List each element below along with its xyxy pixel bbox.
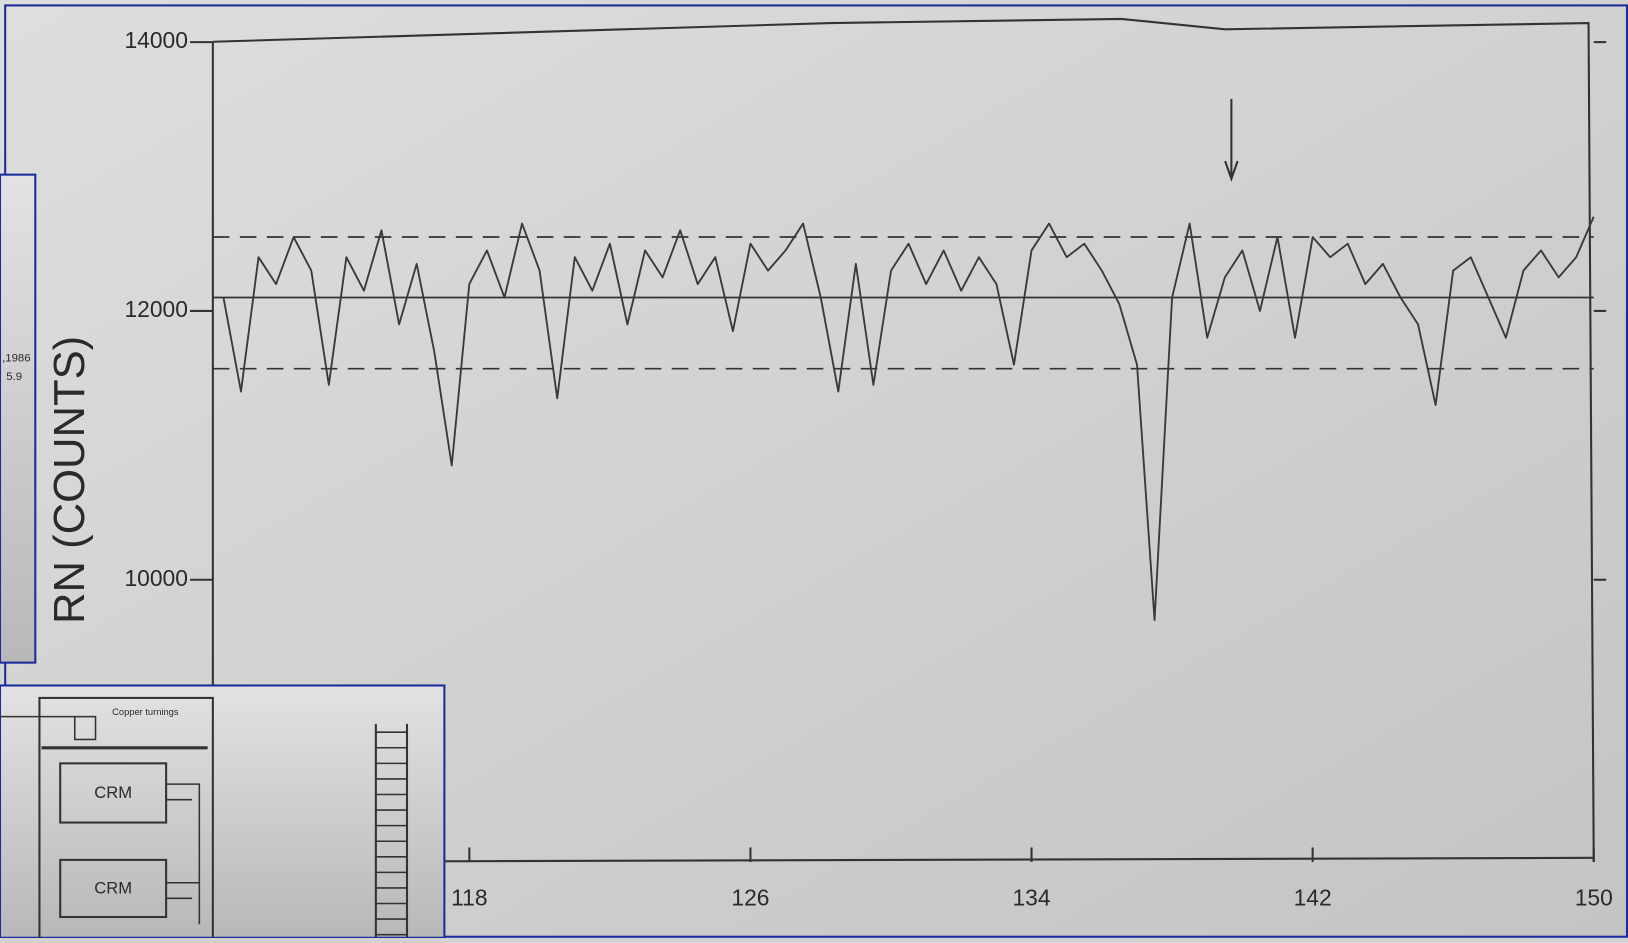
x-tick-label: 142: [1294, 884, 1332, 910]
left-window: ,1986 5.9: [0, 173, 37, 664]
x-tick-label: 134: [1012, 884, 1050, 910]
crm-box: [59, 858, 168, 919]
x-tick-label: 126: [731, 884, 769, 910]
data-line: [222, 216, 1595, 622]
ladder-rungs: [375, 731, 407, 936]
crm-box: [59, 762, 168, 824]
frame: [212, 17, 1595, 862]
diagram-label: CRM: [94, 783, 132, 802]
diagram-label: Copper turnings: [112, 707, 179, 717]
diagram-label: CRM: [94, 878, 132, 897]
arrow-annotation: [1224, 98, 1239, 182]
window-text: ,1986: [2, 352, 31, 364]
window-panel: [0, 684, 446, 939]
y-tick-label: 10000: [124, 565, 187, 591]
plot: RN (COUNTS) 10000 12000 14000 118 126 134 142 1…: [46, 17, 1613, 910]
diagram-box: [38, 696, 214, 943]
x-tick-label: 118: [451, 884, 487, 910]
y-axis-label: RN (COUNTS): [46, 336, 94, 624]
diagram-box: [73, 715, 97, 741]
window-text: 5.9: [6, 371, 22, 383]
ladder: [374, 723, 409, 938]
y-tick-label: 14000: [124, 27, 187, 53]
pipes: [0, 715, 201, 925]
diagram-window: Copper turnings CRM CRM: [0, 684, 446, 943]
window-panel: [0, 173, 37, 664]
y-tick-label: 12000: [124, 296, 187, 322]
x-tick-label: 150: [1575, 884, 1613, 910]
